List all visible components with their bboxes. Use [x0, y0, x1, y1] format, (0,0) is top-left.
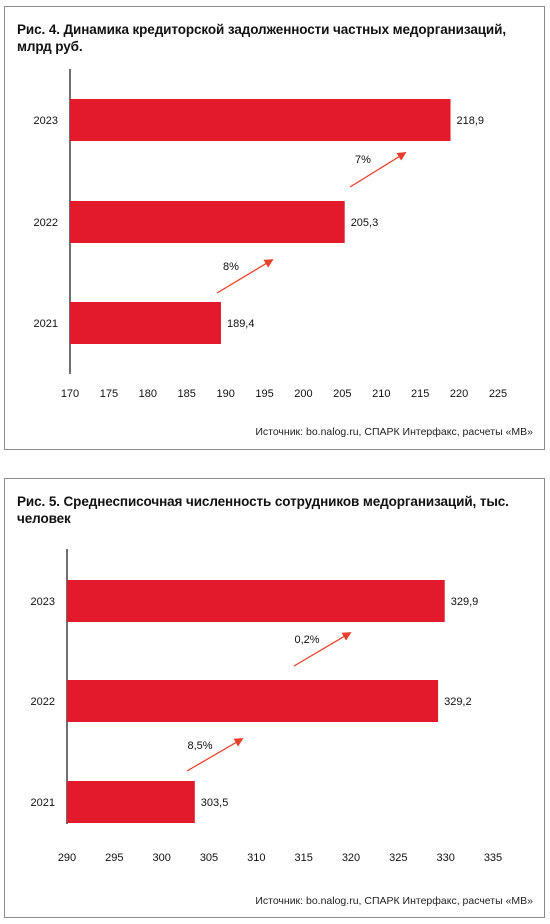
chart-title: Рис. 5. Среднесписочная численность сотр…	[17, 494, 509, 526]
chart-panel-2: Рис. 5. Среднесписочная численность сотр…	[4, 478, 545, 918]
growth-label: 8,5%	[187, 740, 212, 752]
x-tick-label: 200	[294, 388, 312, 400]
value-label: 329,2	[444, 696, 472, 708]
x-tick-label: 320	[342, 852, 360, 864]
bar-2022	[67, 680, 439, 722]
growth-arrow	[216, 259, 274, 294]
bar-chart-2: 2023 329,9 2022 329,2 2021 303,5 290 295 300 305 3…	[31, 549, 502, 864]
x-tick-label: 215	[411, 388, 429, 400]
x-tick-label: 315	[294, 852, 312, 864]
x-tick-label: 290	[58, 852, 76, 864]
growth-arrow	[186, 738, 244, 772]
category-label: 2023	[31, 596, 55, 608]
chart-panel-1: Рис. 4. Динамика кредиторской задолженно…	[4, 6, 545, 450]
chart-title: Рис. 4. Динамика кредиторской задолженно…	[17, 22, 506, 54]
growth-label: 8%	[223, 261, 239, 273]
bar-2023	[70, 99, 451, 141]
x-tick-label: 195	[255, 388, 273, 400]
chart-source: Источник: bo.nalog.ru, СПАРК Интерфакс, …	[255, 895, 533, 907]
growth-label: 0,2%	[294, 634, 319, 646]
value-label: 303,5	[201, 797, 229, 809]
x-tick-label: 325	[389, 852, 407, 864]
x-tick-label: 175	[100, 388, 118, 400]
x-tick-label: 300	[152, 852, 170, 864]
x-tick-label: 185	[178, 388, 196, 400]
value-label: 329,9	[451, 596, 479, 608]
x-tick-label: 190	[216, 388, 234, 400]
x-tick-label: 305	[200, 852, 218, 864]
x-tick-label: 170	[61, 388, 79, 400]
x-tick-label: 310	[247, 852, 265, 864]
x-tick-label: 220	[450, 388, 468, 400]
bar-2021	[70, 302, 221, 344]
category-label: 2021	[34, 318, 58, 330]
value-label: 218,9	[457, 115, 485, 127]
category-label: 2023	[34, 115, 58, 127]
bar-2022	[70, 201, 345, 243]
x-tick-label: 225	[489, 388, 507, 400]
category-label: 2022	[34, 217, 58, 229]
growth-arrow	[349, 152, 407, 188]
growth-label: 7%	[355, 154, 371, 166]
category-label: 2022	[31, 696, 55, 708]
x-tick-label: 205	[333, 388, 351, 400]
bar-2021	[67, 781, 195, 823]
chart-source: Источник: bo.nalog.ru, СПАРК Интерфакс, …	[255, 426, 533, 438]
x-tick-label: 335	[484, 852, 502, 864]
category-label: 2021	[31, 797, 55, 809]
growth-arrow	[293, 632, 352, 667]
bar-chart-1: 2023 218,9 2022 205,3 2021 189,4 170 175 180 185 1…	[34, 69, 507, 400]
x-tick-label: 295	[105, 852, 123, 864]
value-label: 205,3	[351, 217, 379, 229]
bar-2023	[67, 580, 445, 622]
x-tick-label: 330	[436, 852, 454, 864]
value-label: 189,4	[227, 318, 255, 330]
x-tick-label: 210	[372, 388, 390, 400]
x-tick-label: 180	[139, 388, 157, 400]
